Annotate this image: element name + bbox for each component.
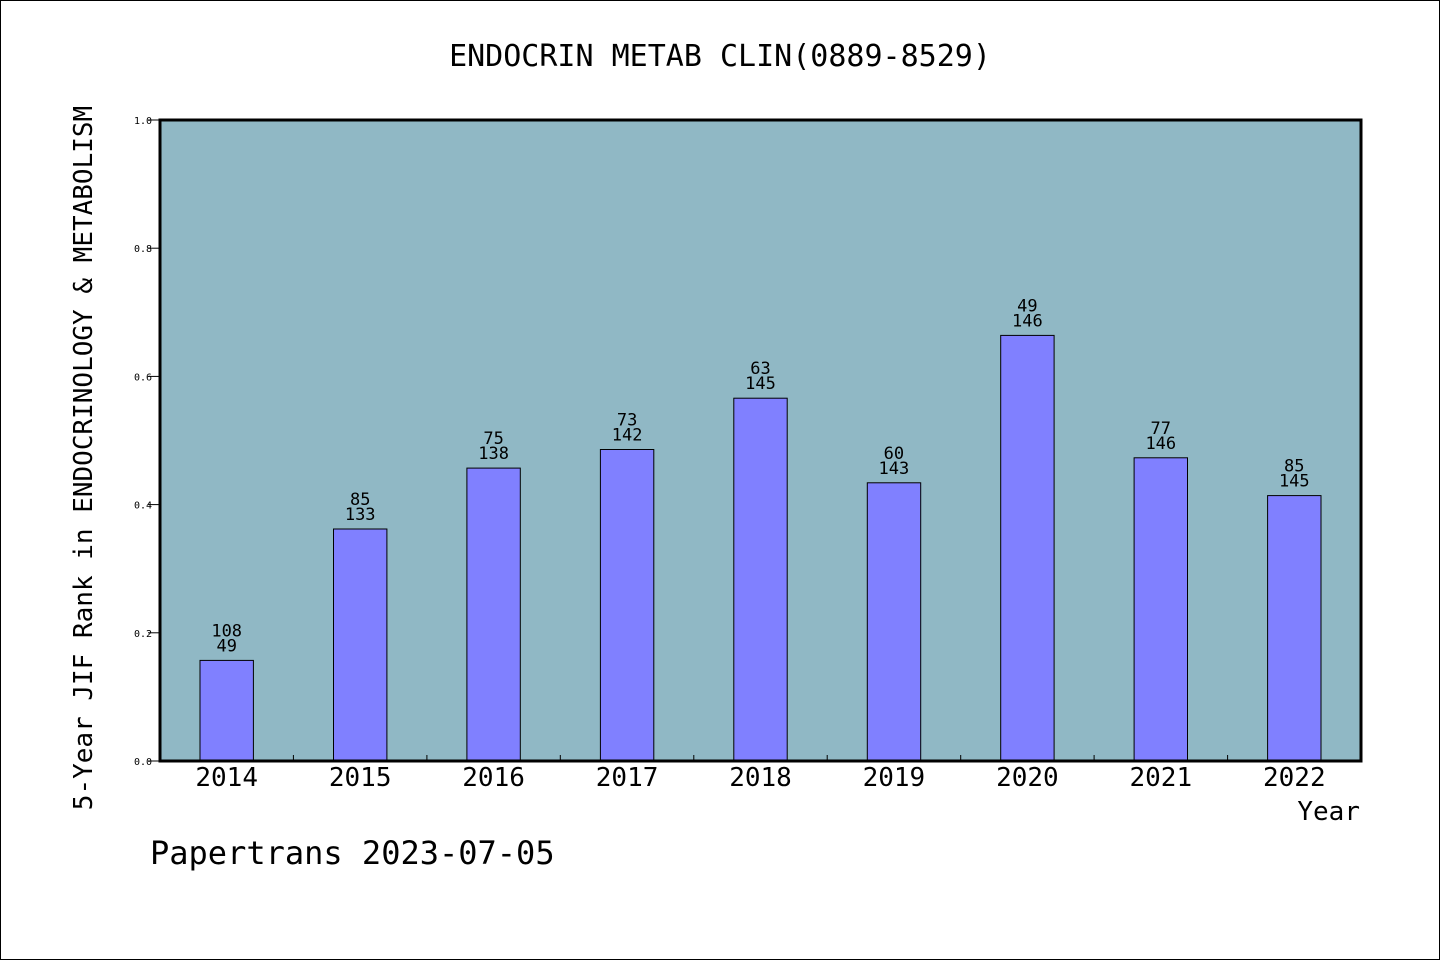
bar-2017 (599, 449, 655, 762)
bar-label-bottom-2019: 143 (879, 459, 910, 479)
bar-2018 (733, 397, 788, 762)
bar-label-top-2019: 60 (884, 444, 904, 464)
bar-label-bottom-2014: 49 (216, 636, 236, 656)
bar-label-bottom-2017: 142 (612, 426, 643, 446)
x-axis-label: Year (1297, 797, 1360, 827)
bar-2022 (1267, 495, 1322, 762)
y-tick-label-0.2: 0.2 (134, 629, 152, 640)
x-tick-label-2021: 2021 (1129, 763, 1192, 793)
y-tick-label-1.0: 1.0 (134, 116, 152, 127)
bar-label-bottom-2020: 146 (1012, 311, 1043, 331)
x-tick-label-2015: 2015 (329, 763, 392, 793)
bar-label-bottom-2016: 138 (478, 444, 509, 464)
bar-label-top-2014: 108 (211, 621, 242, 641)
bar-2016 (466, 467, 521, 762)
x-tick-label-2017: 2017 (596, 763, 659, 793)
bar-label-top-2020: 49 (1017, 296, 1037, 316)
bar-label-top-2022: 85 (1284, 457, 1304, 477)
x-tick-label-2014: 2014 (195, 763, 258, 793)
bar-2020 (1000, 334, 1055, 762)
bar-label-bottom-2015: 133 (345, 505, 376, 525)
x-tick-label-2016: 2016 (462, 763, 525, 793)
y-tick-label-0.8: 0.8 (134, 244, 152, 255)
y-tick-label-0.6: 0.6 (134, 372, 152, 383)
x-tick-label-2019: 2019 (863, 763, 926, 793)
x-tick-label-2020: 2020 (996, 763, 1059, 793)
bar-label-bottom-2022: 145 (1279, 472, 1310, 492)
x-tick-label-2018: 2018 (729, 763, 792, 793)
bar-label-top-2015: 85 (350, 490, 370, 510)
bar-2015 (333, 528, 388, 762)
plot-border (158, 118, 1363, 763)
chart-title: ENDOCRIN METAB CLIN(0889-8529) (449, 39, 991, 74)
y-tick-label-0.4: 0.4 (134, 501, 152, 512)
bar-label-top-2016: 75 (483, 429, 503, 449)
bar-2014 (199, 659, 254, 762)
bar-label-bottom-2021: 146 (1145, 434, 1176, 454)
bar-2019 (866, 482, 922, 762)
footer-credit: Papertrans 2023-07-05 (150, 834, 555, 872)
y-axis-label: 5-Year JIF Rank in ENDOCRINOLOGY & METAB… (69, 106, 99, 810)
x-tick-label-2022: 2022 (1263, 763, 1326, 793)
bar-2021 (1133, 457, 1188, 762)
bar-label-top-2021: 77 (1151, 419, 1171, 439)
bar-label-bottom-2018: 145 (745, 374, 776, 394)
bar-label-top-2017: 73 (617, 411, 637, 431)
y-tick-label-0.0: 0.0 (134, 757, 152, 768)
bar-label-top-2018: 63 (750, 359, 770, 379)
